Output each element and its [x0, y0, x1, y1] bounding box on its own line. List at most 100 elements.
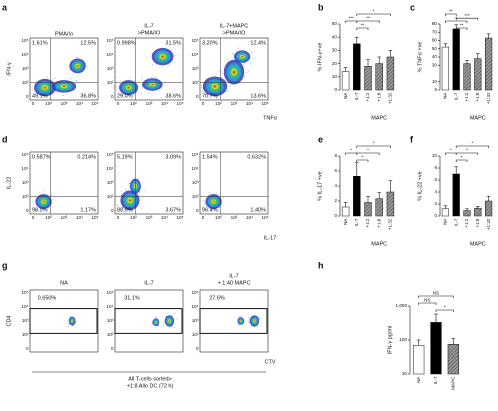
- event-dot: [201, 206, 203, 208]
- significance-bracket: [445, 20, 468, 23]
- event-dot: [151, 64, 153, 65]
- event-dot: [250, 61, 252, 63]
- event-dot: [135, 80, 137, 82]
- y-tick-label: 0: [334, 213, 337, 218]
- event-dot: [211, 208, 212, 210]
- event-dot: [33, 207, 35, 209]
- event-dot: [125, 96, 127, 98]
- bar: [375, 63, 383, 91]
- significance-label: *: [466, 148, 468, 153]
- significance-label: NS: [433, 291, 439, 296]
- event-dot: [35, 210, 37, 212]
- event-dot: [227, 59, 228, 60]
- y-tick-label: 10³: [192, 318, 199, 323]
- y-tick-label: 0: [196, 94, 199, 99]
- quadrant-percent: 96.4%: [202, 207, 218, 213]
- event-dot: [240, 63, 242, 65]
- y-tick-label: 6: [434, 177, 437, 182]
- x-tick-label: +1:32: [388, 92, 393, 104]
- significance-label: **: [449, 9, 453, 14]
- quadrant-percent: 13.6%: [250, 93, 266, 99]
- event-dot: [155, 64, 157, 66]
- y-axis-label: IL-22: [6, 177, 12, 190]
- event-dot: [39, 191, 40, 193]
- panel-letter: g: [2, 260, 8, 270]
- x-tick-label: IL-7: [354, 92, 359, 100]
- x-tick-label: +1:8: [475, 92, 480, 102]
- event-dot: [76, 80, 77, 82]
- event-dot: [248, 321, 250, 323]
- x-tick-label: NA: [343, 92, 348, 99]
- quadrant-percent: 1.61%: [32, 40, 48, 46]
- significance-label: *: [461, 155, 463, 160]
- y-tick-label: 60: [432, 38, 438, 43]
- x-tick-label: 0: [202, 215, 205, 220]
- y-tick-label: 10⁴: [106, 304, 113, 309]
- significance-label: **: [361, 23, 365, 28]
- y-tick-label: 40: [432, 54, 438, 59]
- bar: [375, 198, 383, 217]
- event-dot: [63, 94, 65, 96]
- bar: [441, 208, 449, 217]
- plot-title: >PMA/IO: [223, 30, 246, 36]
- y-tick-label: 50: [432, 46, 438, 51]
- density-ring: [213, 85, 217, 88]
- x-tick-label: IL-7: [453, 92, 458, 100]
- y-axis-label: IFN-γ: [6, 62, 12, 76]
- significance-label: *: [373, 9, 375, 14]
- event-dot: [132, 94, 134, 95]
- y-tick-label: 10⁵: [106, 152, 113, 157]
- density-ring: [232, 70, 236, 74]
- event-dot: [33, 204, 35, 206]
- x-tick-label: 10²: [130, 101, 137, 106]
- event-dot: [245, 71, 247, 73]
- x-tick-label: 10²: [45, 215, 52, 220]
- x-tick-label: MAPC: [451, 376, 456, 390]
- x-tick-label: 10⁴: [76, 215, 83, 220]
- event-dot: [227, 90, 229, 92]
- event-dot: [75, 326, 77, 328]
- event-dot: [231, 58, 233, 60]
- event-dot: [121, 207, 123, 209]
- event-dot: [250, 52, 252, 54]
- x-tick-label: 10³: [146, 101, 153, 106]
- quadrant-percent: 12.4%: [250, 40, 266, 46]
- y-tick-label: 0: [196, 208, 199, 213]
- event-dot: [129, 182, 131, 184]
- y-axis-label: % TNFα +ve: [417, 42, 423, 73]
- event-dot: [87, 65, 89, 67]
- event-dot: [168, 64, 170, 66]
- x-tick-label: +1:8: [376, 218, 381, 228]
- bar: [485, 200, 493, 217]
- density-ring: [76, 64, 79, 67]
- event-dot: [125, 190, 127, 192]
- x-tick-label: 10⁵: [176, 101, 183, 106]
- event-dot: [136, 91, 138, 93]
- y-tick-label: 40: [332, 34, 338, 39]
- significance-bracket: [356, 13, 391, 16]
- event-dot: [163, 322, 165, 324]
- event-dot: [117, 88, 119, 90]
- density-ring: [161, 55, 165, 58]
- bar: [386, 56, 395, 91]
- event-dot: [147, 77, 149, 79]
- event-dot: [157, 78, 159, 80]
- y-tick-label: 0: [434, 87, 437, 92]
- significance-label: *: [472, 141, 474, 146]
- event-dot: [213, 75, 215, 77]
- y-tick-label: 10⁴: [106, 166, 113, 171]
- event-dot: [170, 314, 172, 316]
- x-tick-label: +1:32: [388, 218, 393, 230]
- y-tick-label: 10: [332, 74, 338, 79]
- event-dot: [166, 312, 168, 314]
- event-dot: [244, 62, 246, 64]
- x-axis-label: CTV: [265, 359, 276, 365]
- significance-bracket: [356, 27, 369, 30]
- event-dot: [120, 94, 122, 96]
- x-tick-label: 0: [32, 101, 35, 106]
- event-dot: [53, 80, 55, 81]
- significance-bracket: [445, 13, 457, 16]
- density-ring: [43, 86, 47, 89]
- event-dot: [69, 68, 71, 70]
